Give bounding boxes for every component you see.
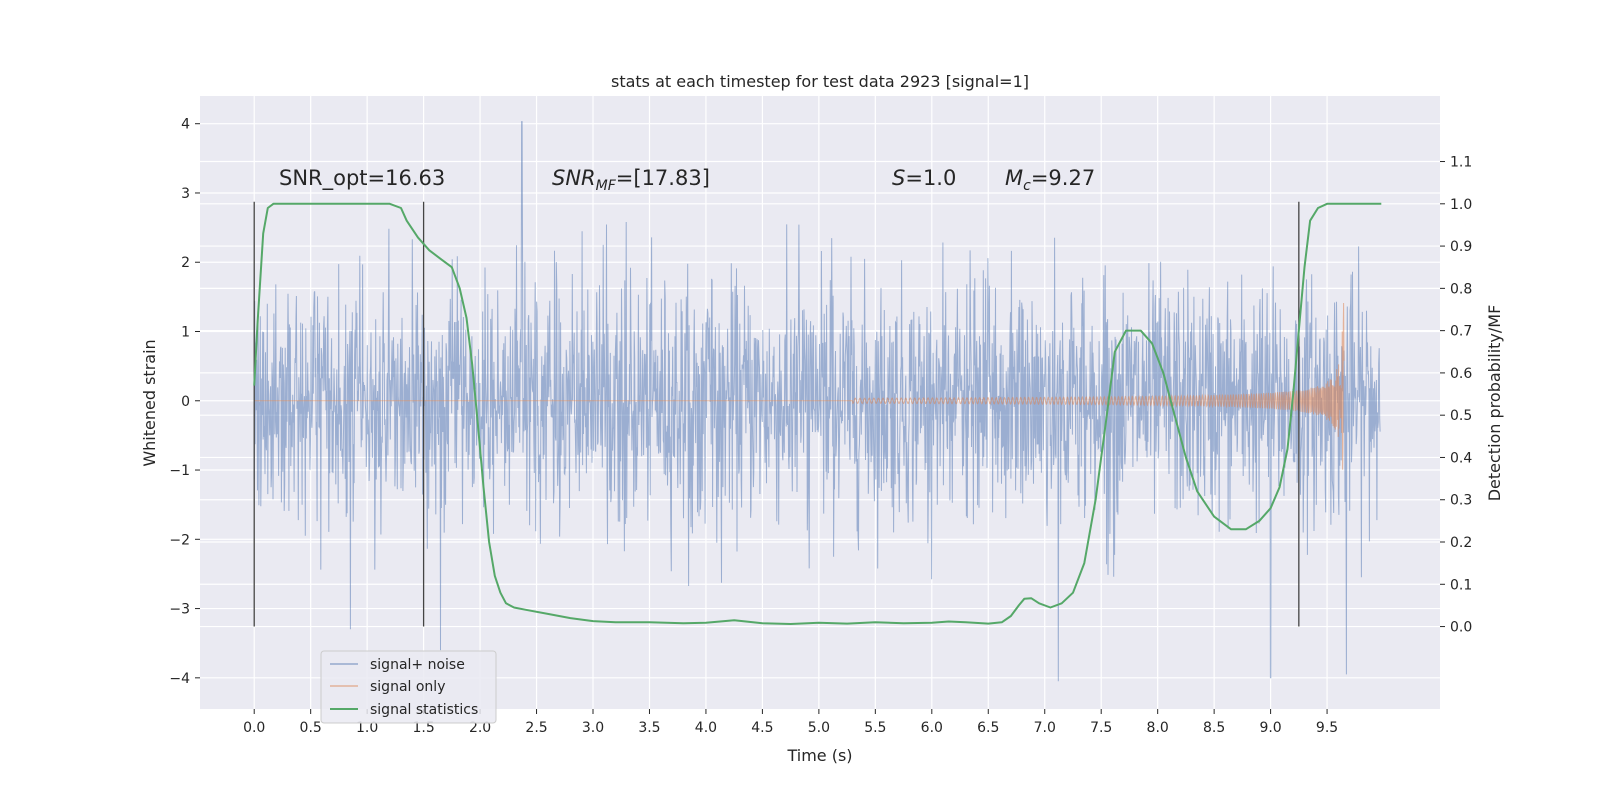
x-tick-label: 1.5 — [412, 720, 434, 736]
signal-plus-noise-line — [253, 121, 1381, 682]
x-tick-label: 1.0 — [356, 720, 378, 736]
x-axis-label: Time (s) — [786, 746, 852, 765]
x-tick-label: 9.0 — [1259, 720, 1281, 736]
annotation-snr-mf: SNRMF=[17.83] — [552, 166, 710, 194]
x-tick-label: 5.5 — [864, 720, 886, 736]
y2-tick-label: 0.8 — [1450, 281, 1472, 297]
signal-statistics-series — [253, 202, 1382, 625]
x-tick-label: 4.5 — [751, 720, 773, 736]
y2-tick-label: 1.1 — [1450, 155, 1472, 171]
x-tick-label: 5.0 — [808, 720, 830, 736]
y-tick-label: −1 — [169, 463, 190, 479]
y-tick-label: 3 — [181, 186, 190, 202]
x-tick-label: 9.5 — [1316, 720, 1338, 736]
y2-tick-label: 0.2 — [1450, 535, 1472, 551]
legend: signal+ noise signal only signal statist… — [320, 650, 497, 724]
signal-only-line — [254, 302, 1345, 470]
signal-statistics-line — [253, 202, 1382, 625]
y2-tick-label: 0.5 — [1450, 408, 1472, 424]
y-tick-label: −2 — [169, 532, 190, 548]
s-value: =1.0 — [905, 166, 956, 190]
annotation-mc: Mc=9.27 — [1005, 166, 1095, 194]
s-symbol: S — [892, 166, 905, 190]
x-tick-label: 6.5 — [977, 720, 999, 736]
x-tick-label: 3.0 — [582, 720, 604, 736]
snr-mf-value: =[17.83] — [616, 166, 710, 190]
x-tick-label: 8.0 — [1147, 720, 1169, 736]
y-tick-label: 0 — [181, 394, 190, 410]
y-tick-label: 4 — [181, 117, 190, 133]
x-tick-label: 7.0 — [1034, 720, 1056, 736]
y2-tick-label: 0.7 — [1450, 324, 1472, 340]
y2-axis-ticks: 0.0 0.1 0.2 0.3 0.4 0.5 0.6 0.7 0.8 0.9 1.0 1.1 — [1440, 155, 1472, 636]
x-tick-label: 2.5 — [525, 720, 547, 736]
y2-tick-label: 0.6 — [1450, 366, 1472, 382]
x-tick-label: 0.5 — [300, 720, 322, 736]
y-tick-label: −3 — [169, 602, 190, 618]
y-tick-label: −4 — [169, 671, 190, 687]
y-axis-ticks: −4 −3 −2 −1 0 1 2 3 4 — [169, 117, 200, 687]
x-tick-label: 8.5 — [1203, 720, 1225, 736]
mc-value: =9.27 — [1031, 166, 1095, 190]
x-tick-label: 0.0 — [243, 720, 265, 736]
snr-mf-base: SNR — [552, 166, 596, 190]
x-axis-ticks: 0.0 0.5 1.0 1.5 2.0 2.5 3.0 3.5 4.0 4.5 5.0 5.5 6.0 6… — [243, 709, 1338, 736]
y2-tick-label: 0.3 — [1450, 493, 1472, 509]
chart-title: stats at each timestep for test data 292… — [611, 72, 1029, 91]
x-tick-label: 7.5 — [1090, 720, 1112, 736]
legend-label-noise: signal+ noise — [370, 657, 465, 673]
legend-label-stats: signal statistics — [370, 702, 478, 718]
vertical-markers — [253, 201, 1300, 627]
x-tick-label: 4.0 — [695, 720, 717, 736]
y2-tick-label: 0.1 — [1450, 577, 1472, 593]
y2-tick-label: 0.0 — [1450, 620, 1472, 636]
y-tick-label: 1 — [181, 325, 190, 341]
y-tick-label: 2 — [181, 255, 190, 271]
mc-symbol: M — [1005, 166, 1023, 190]
y2-tick-label: 0.9 — [1450, 239, 1472, 255]
x-tick-label: 6.0 — [921, 720, 943, 736]
mc-sub: c — [1023, 178, 1031, 194]
legend-box — [320, 650, 497, 724]
x-tick-label: 3.5 — [638, 720, 660, 736]
annotation-snr-opt: SNR_opt=16.63 — [279, 166, 445, 191]
signal-only-series — [254, 302, 1345, 470]
signal-plus-noise-series — [253, 121, 1381, 682]
y2-tick-label: 0.4 — [1450, 450, 1472, 466]
y2-tick-label: 1.0 — [1450, 197, 1472, 213]
y2-axis-label: Detection probability/MF — [1485, 305, 1504, 502]
snr-mf-sub: MF — [596, 178, 617, 194]
legend-label-signal: signal only — [370, 679, 445, 695]
x-tick-label: 2.0 — [469, 720, 491, 736]
y-axis-label: Whitened strain — [140, 339, 159, 466]
annotation-s: S=1.0 — [892, 166, 956, 190]
